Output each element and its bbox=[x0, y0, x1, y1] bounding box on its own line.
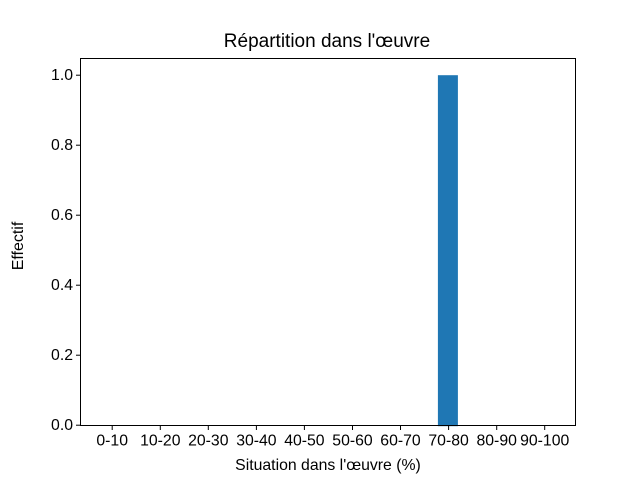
svg-text:1.0: 1.0 bbox=[51, 67, 73, 84]
svg-text:0.4: 0.4 bbox=[51, 277, 73, 294]
svg-text:Effectif: Effectif bbox=[10, 221, 27, 270]
svg-text:40-50: 40-50 bbox=[284, 433, 325, 450]
svg-text:Répartition dans l'œuvre: Répartition dans l'œuvre bbox=[224, 31, 430, 52]
svg-text:70-80: 70-80 bbox=[428, 433, 469, 450]
svg-text:0.2: 0.2 bbox=[51, 347, 73, 364]
svg-text:Situation dans l'œuvre (%): Situation dans l'œuvre (%) bbox=[235, 457, 421, 474]
svg-text:50-60: 50-60 bbox=[332, 433, 373, 450]
svg-text:80-90: 80-90 bbox=[476, 433, 517, 450]
svg-text:30-40: 30-40 bbox=[236, 433, 277, 450]
svg-text:0-10: 0-10 bbox=[96, 433, 128, 450]
svg-text:0.6: 0.6 bbox=[51, 207, 73, 224]
svg-text:10-20: 10-20 bbox=[140, 433, 181, 450]
svg-text:60-70: 60-70 bbox=[380, 433, 421, 450]
svg-text:90-100: 90-100 bbox=[520, 433, 569, 450]
svg-text:0.8: 0.8 bbox=[51, 137, 73, 154]
svg-text:0.0: 0.0 bbox=[51, 417, 73, 434]
svg-text:20-30: 20-30 bbox=[188, 433, 229, 450]
